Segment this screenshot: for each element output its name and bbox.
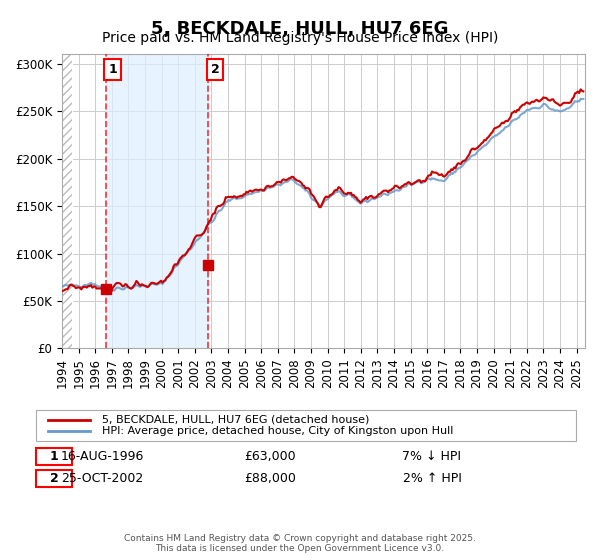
Text: £88,000: £88,000 <box>244 472 296 486</box>
Text: 7% ↓ HPI: 7% ↓ HPI <box>403 450 461 463</box>
Text: 5, BECKDALE, HULL, HU7 6EG (detached house): 5, BECKDALE, HULL, HU7 6EG (detached hou… <box>102 415 370 425</box>
Text: HPI: Average price, detached house, City of Kingston upon Hull: HPI: Average price, detached house, City… <box>102 426 454 436</box>
Bar <box>106 54 208 348</box>
Text: 25-OCT-2002: 25-OCT-2002 <box>61 472 143 486</box>
Text: 5, BECKDALE, HULL, HU7 6EG (detached house): 5, BECKDALE, HULL, HU7 6EG (detached hou… <box>102 415 370 425</box>
Text: HPI: Average price, detached house, City of Kingston upon Hull: HPI: Average price, detached house, City… <box>102 426 454 436</box>
Text: 2% ↑ HPI: 2% ↑ HPI <box>403 472 461 486</box>
Text: 16-AUG-1996: 16-AUG-1996 <box>61 450 143 463</box>
Text: 1: 1 <box>50 450 58 463</box>
Bar <box>62 54 72 348</box>
Text: Contains HM Land Registry data © Crown copyright and database right 2025.
This d: Contains HM Land Registry data © Crown c… <box>124 534 476 553</box>
Text: 2: 2 <box>50 472 58 486</box>
Text: £63,000: £63,000 <box>244 450 296 463</box>
Text: 5, BECKDALE, HULL, HU7 6EG: 5, BECKDALE, HULL, HU7 6EG <box>151 20 449 38</box>
Text: 2: 2 <box>211 63 220 76</box>
Text: Price paid vs. HM Land Registry's House Price Index (HPI): Price paid vs. HM Land Registry's House … <box>102 31 498 45</box>
Bar <box>62 54 72 348</box>
Text: 1: 1 <box>108 63 117 76</box>
